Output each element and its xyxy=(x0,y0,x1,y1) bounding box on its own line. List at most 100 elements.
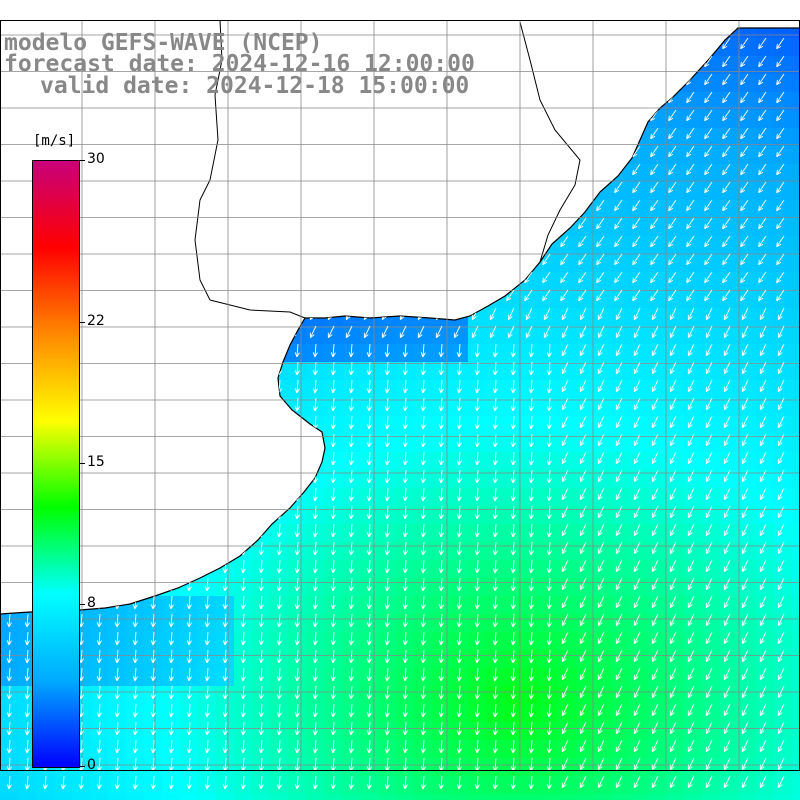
wind-arrow-icon xyxy=(705,649,713,663)
wind-arrow-icon xyxy=(561,415,569,429)
wind-arrow-icon xyxy=(114,685,120,700)
wind-arrow-icon xyxy=(686,199,695,212)
wind-arrow-icon xyxy=(492,613,498,628)
wind-arrow-icon xyxy=(456,775,462,790)
wind-arrow-icon xyxy=(438,361,444,376)
wind-arrow-icon xyxy=(168,721,174,736)
wind-arrow-icon xyxy=(456,379,462,394)
wind-arrow-icon xyxy=(420,451,426,466)
wind-arrow-icon xyxy=(438,595,444,610)
wind-arrow-icon xyxy=(528,415,534,430)
wind-arrow-icon xyxy=(456,559,462,574)
wind-arrow-icon xyxy=(578,271,587,284)
wind-arrow-icon xyxy=(384,397,390,412)
wind-arrow-icon xyxy=(776,217,785,230)
wind-arrow-icon xyxy=(435,325,443,339)
wind-arrow-icon xyxy=(687,451,695,465)
wind-arrow-icon xyxy=(741,595,749,609)
wind-arrow-icon xyxy=(650,271,659,284)
wind-arrow-icon xyxy=(579,451,587,465)
wind-arrow-icon xyxy=(615,325,623,339)
wind-arrow-icon xyxy=(687,667,695,681)
wind-arrow-icon xyxy=(96,667,102,682)
wind-arrow-icon xyxy=(489,307,497,321)
wind-arrow-icon xyxy=(546,451,552,466)
wind-arrow-icon xyxy=(561,757,569,771)
wind-arrow-icon xyxy=(776,235,785,248)
wind-arrow-icon xyxy=(741,739,749,753)
wind-arrow-icon xyxy=(578,253,587,266)
wind-arrow-icon xyxy=(579,775,587,789)
wind-arrow-icon xyxy=(669,631,677,645)
wind-arrow-icon xyxy=(705,361,713,375)
wind-arrow-icon xyxy=(222,613,228,628)
wind-arrow-icon xyxy=(294,343,300,358)
wind-arrow-icon xyxy=(276,721,282,736)
wind-arrow-icon xyxy=(722,109,731,122)
wind-arrow-icon xyxy=(402,487,408,502)
wind-arrow-icon xyxy=(492,505,498,520)
wind-arrow-icon xyxy=(741,757,749,771)
wind-arrow-icon xyxy=(651,433,659,447)
wind-arrow-icon xyxy=(705,379,713,393)
wind-arrow-icon xyxy=(722,91,731,104)
wind-arrow-icon xyxy=(561,595,569,609)
wind-arrow-icon xyxy=(384,343,390,358)
wind-arrow-icon xyxy=(579,685,587,699)
colorbar-tick-label: 15 xyxy=(87,454,105,470)
wind-arrow-icon xyxy=(687,415,695,429)
wind-arrow-icon xyxy=(722,163,731,176)
wind-arrow-icon xyxy=(399,325,407,339)
wind-arrow-icon xyxy=(687,361,695,375)
wind-arrow-icon xyxy=(309,325,317,339)
wind-arrow-icon xyxy=(24,739,30,754)
wind-arrow-icon xyxy=(740,55,749,68)
wind-arrow-icon xyxy=(776,163,785,176)
wind-arrow-icon xyxy=(150,649,156,664)
wind-arrow-icon xyxy=(777,523,785,537)
wind-arrow-icon xyxy=(456,415,462,430)
wind-arrow-icon xyxy=(687,433,695,447)
wind-arrow-icon xyxy=(492,361,498,376)
wind-arrow-icon xyxy=(348,685,354,700)
wind-arrow-icon xyxy=(420,523,426,538)
wind-arrow-icon xyxy=(597,667,605,681)
wind-arrow-icon xyxy=(669,721,677,735)
wind-arrow-icon xyxy=(669,541,677,555)
wind-arrow-icon xyxy=(669,559,677,573)
wind-arrow-icon xyxy=(777,739,785,753)
wind-arrow-icon xyxy=(384,631,390,646)
wind-arrow-icon xyxy=(776,271,785,284)
wind-arrow-icon xyxy=(650,289,659,302)
wind-arrow-icon xyxy=(492,703,498,718)
wind-arrow-icon xyxy=(168,667,174,682)
wind-arrow-icon xyxy=(651,721,659,735)
wind-arrow-icon xyxy=(686,109,695,122)
wind-arrow-icon xyxy=(759,775,767,789)
wind-arrow-icon xyxy=(384,685,390,700)
wind-arrow-icon xyxy=(402,703,408,718)
wind-arrow-icon xyxy=(668,145,677,158)
wind-arrow-icon xyxy=(579,379,587,393)
wind-arrow-icon xyxy=(150,721,156,736)
wind-arrow-icon xyxy=(114,649,120,664)
wind-arrow-icon xyxy=(240,667,246,682)
wind-arrow-icon xyxy=(438,415,444,430)
wind-arrow-icon xyxy=(579,487,587,501)
wind-arrow-icon xyxy=(776,91,785,104)
wind-arrow-icon xyxy=(510,361,516,376)
wind-arrow-icon xyxy=(669,757,677,771)
wind-arrow-icon xyxy=(330,361,336,376)
wind-arrow-icon xyxy=(312,505,318,520)
wind-arrow-icon xyxy=(6,721,12,736)
wind-arrow-icon xyxy=(240,739,246,754)
wind-arrow-icon xyxy=(456,361,462,376)
wind-arrow-icon xyxy=(240,721,246,736)
wind-arrow-icon xyxy=(96,631,102,646)
wind-arrow-icon xyxy=(528,361,534,376)
wind-arrow-icon xyxy=(510,505,516,520)
wind-arrow-icon xyxy=(330,523,336,538)
wind-arrow-icon xyxy=(632,289,641,302)
wind-arrow-icon xyxy=(366,703,372,718)
wind-arrow-icon xyxy=(723,505,731,519)
